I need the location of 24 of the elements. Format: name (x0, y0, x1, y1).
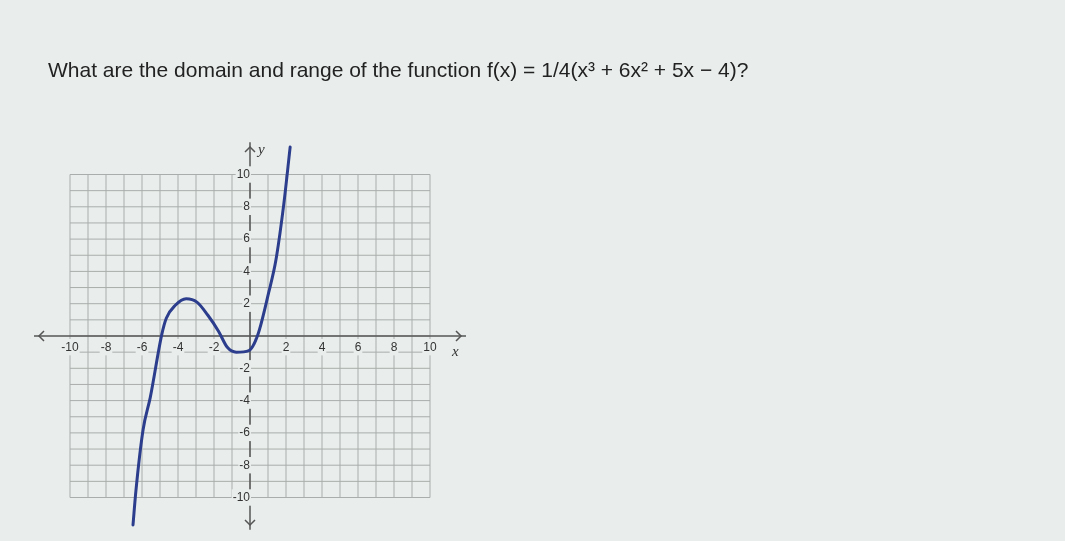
x-tick-label: -2 (208, 339, 220, 354)
x-tick-label: 2 (282, 339, 290, 354)
x-tick-label: 4 (318, 339, 326, 354)
x-tick-label: -8 (100, 339, 112, 354)
x-tick-label: 10 (423, 339, 437, 354)
y-tick-label: -6 (239, 425, 251, 440)
y-tick-label: 8 (243, 199, 251, 214)
line-series (131, 145, 292, 527)
y-tick-label: -4 (239, 392, 251, 407)
y-tick-label: 6 (243, 231, 251, 246)
y-tick-label: -8 (239, 457, 251, 472)
x-tick-label: -10 (61, 339, 79, 354)
x-tick-label: 6 (354, 339, 362, 354)
y-tick-label: 4 (243, 263, 251, 278)
y-tick-label: -10 (232, 489, 251, 504)
y-tick-label: 10 (236, 166, 251, 181)
y-tick-label: 2 (243, 296, 251, 311)
x-tick-label: 8 (390, 339, 398, 354)
x-tick-label: -6 (136, 339, 148, 354)
x-axis-title: x (451, 342, 459, 359)
y-axis-title: y (256, 141, 265, 158)
chart-title: What are the domain and range of the function f(x) = 1/4(x³ + 6x² + 5x − 4)? (48, 58, 749, 82)
x-tick-label: -4 (172, 339, 184, 354)
y-tick-label: -2 (239, 360, 251, 375)
